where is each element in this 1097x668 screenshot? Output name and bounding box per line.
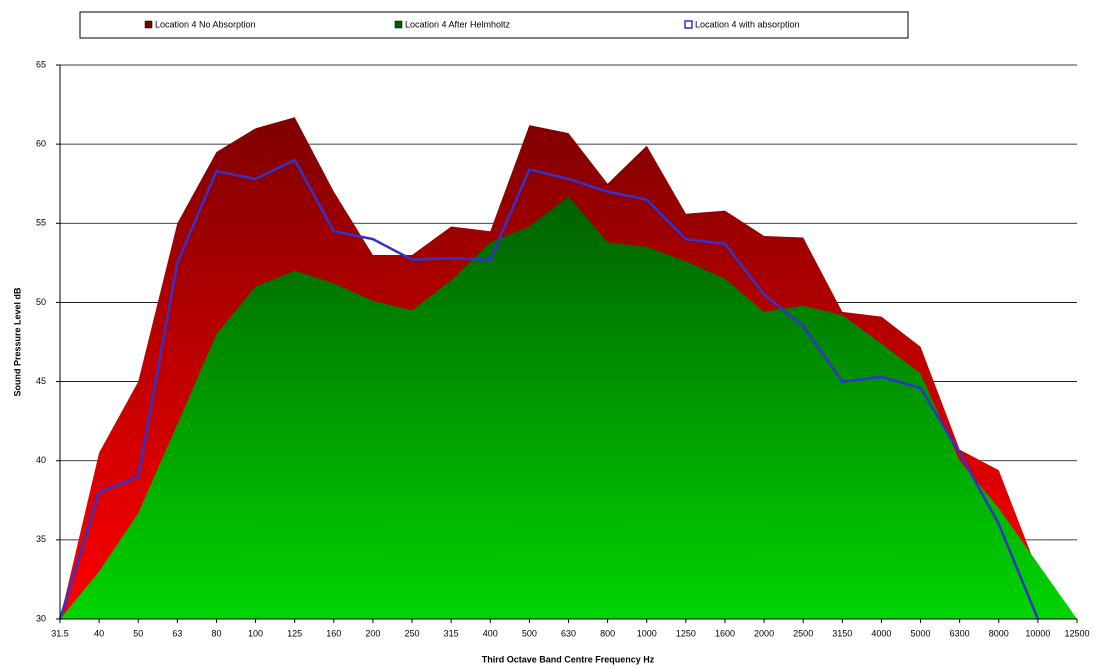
x-tick-label: 200 <box>365 628 380 638</box>
y-tick-label: 50 <box>36 297 46 307</box>
legend-marker <box>684 20 693 29</box>
x-tick-label: 40 <box>94 628 104 638</box>
x-tick-label: 630 <box>561 628 576 638</box>
y-tick-label: 45 <box>36 376 46 386</box>
x-tick-label: 50 <box>133 628 143 638</box>
y-tick-label: 55 <box>36 218 46 228</box>
legend-label: Location 4 with absorption <box>695 19 800 29</box>
x-tick-label: 31.5 <box>51 628 69 638</box>
x-tick-label: 8000 <box>989 628 1009 638</box>
x-tick-label: 250 <box>405 628 420 638</box>
legend-label: Location 4 No Absorption <box>155 19 256 29</box>
x-tick-label: 63 <box>172 628 182 638</box>
x-tick-label: 1250 <box>676 628 696 638</box>
x-tick-label: 10000 <box>1025 628 1050 638</box>
x-tick-label: 500 <box>522 628 537 638</box>
x-tick-label: 5000 <box>911 628 931 638</box>
x-tick-label: 80 <box>211 628 221 638</box>
area <box>60 196 1077 619</box>
x-tick-label: 2000 <box>754 628 774 638</box>
y-tick-label: 40 <box>36 455 46 465</box>
x-tick-label: 4000 <box>871 628 891 638</box>
y-tick-label: 30 <box>36 613 46 623</box>
legend-label: Location 4 After Helmholtz <box>405 19 511 29</box>
x-tick-label: 3150 <box>832 628 852 638</box>
x-tick-label: 125 <box>287 628 302 638</box>
legend-box <box>79 11 909 39</box>
y-tick-label: 65 <box>36 59 46 69</box>
y-axis-title: Sound Pressure Level dB <box>12 287 22 397</box>
x-tick-label: 6300 <box>950 628 970 638</box>
x-tick-label: 160 <box>326 628 341 638</box>
x-tick-label: 400 <box>483 628 498 638</box>
legend-marker <box>394 20 403 29</box>
x-tick-label: 2500 <box>793 628 813 638</box>
x-tick-label: 1000 <box>637 628 657 638</box>
x-axis-title: Third Octave Band Centre Frequency Hz <box>482 654 655 664</box>
x-tick-label: 315 <box>444 628 459 638</box>
y-tick-label: 35 <box>36 534 46 544</box>
x-tick-label: 1600 <box>715 628 735 638</box>
x-tick-label: 12500 <box>1064 628 1089 638</box>
x-tick-label: 800 <box>600 628 615 638</box>
x-tick-label: 100 <box>248 628 263 638</box>
legend-marker <box>144 20 153 29</box>
line <box>58 158 1040 620</box>
y-tick-label: 60 <box>36 139 46 149</box>
